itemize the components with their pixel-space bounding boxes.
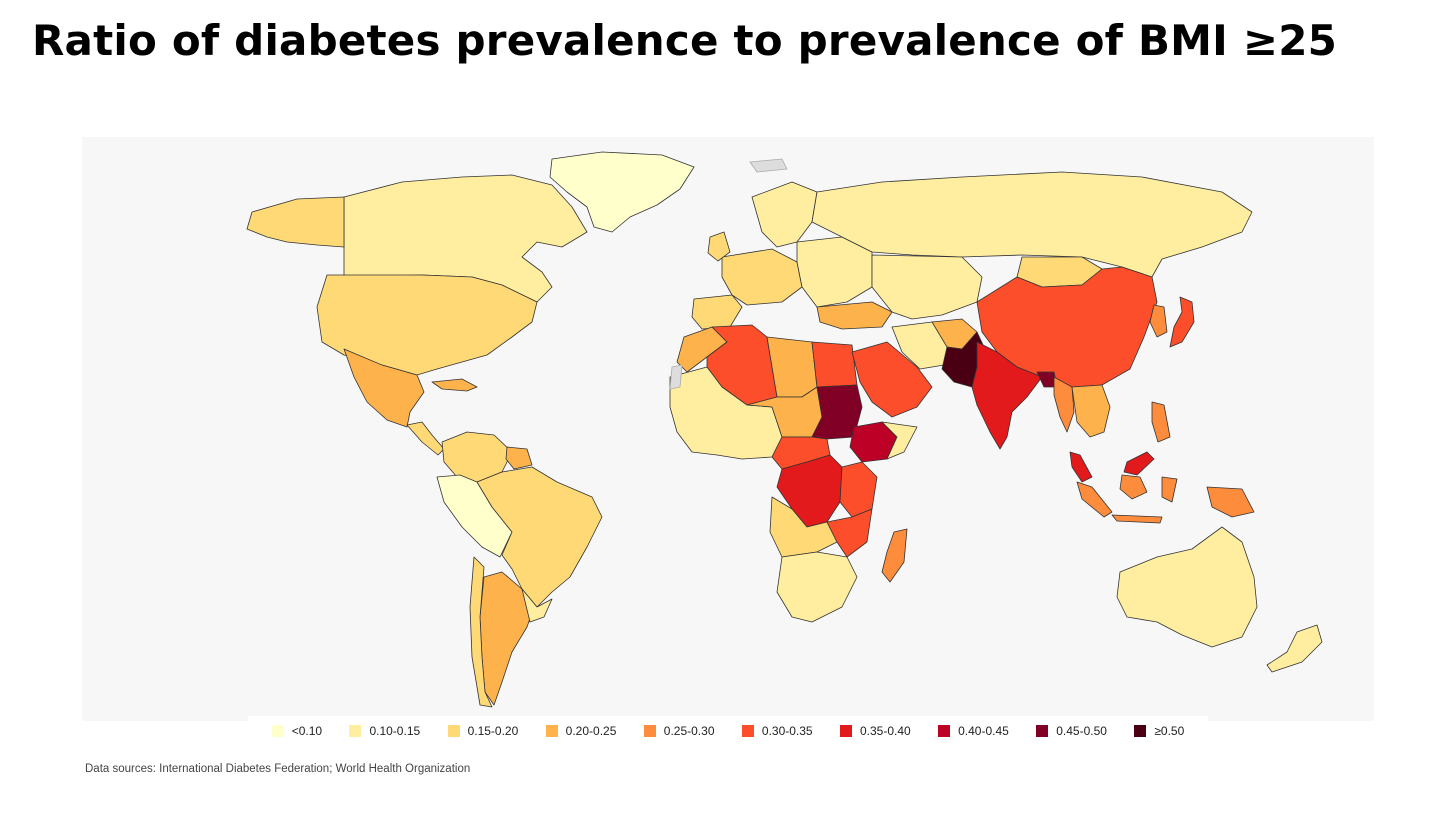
region-brazil (476, 466, 603, 608)
region-usa (316, 274, 538, 376)
region-southern-africa (776, 551, 858, 623)
legend-item: <0.10 (271, 724, 323, 738)
region-madagascar (881, 528, 908, 583)
region-png (1206, 486, 1255, 518)
region-russia (811, 171, 1253, 278)
legend: <0.10 0.10-0.15 0.15-0.20 0.20-0.25 0.25… (248, 716, 1208, 746)
legend-swatch (1134, 725, 1147, 737)
region-mozambique (826, 508, 873, 558)
legend-item: ≥0.50 (1134, 724, 1184, 738)
legend-swatch (447, 725, 460, 737)
region-indonesia-borneo (1119, 474, 1148, 500)
region-japan (1169, 296, 1195, 348)
region-uruguay-paraguay (521, 588, 553, 623)
region-philippines (1151, 401, 1171, 443)
legend-swatch (1036, 725, 1049, 737)
legend-swatch (545, 725, 558, 737)
region-sudan (811, 384, 863, 440)
legend-item: 0.45-0.50 (1036, 724, 1107, 738)
region-tanzania (839, 461, 878, 518)
legend-swatch (643, 725, 656, 737)
world-map (246, 151, 1323, 708)
region-scandinavia (751, 181, 818, 248)
region-central-asia (871, 254, 983, 320)
legend-item: 0.20-0.25 (545, 724, 617, 738)
legend-label: 0.35-0.40 (860, 724, 911, 738)
region-western-europe (721, 248, 803, 306)
region-malaysia-borneo (1123, 451, 1155, 476)
region-guyana (505, 446, 533, 470)
region-uk (707, 231, 731, 262)
region-se-asia (1071, 384, 1111, 438)
legend-item: 0.30-0.35 (741, 724, 813, 738)
legend-label: <0.10 (291, 724, 323, 738)
legend-label: 0.25-0.30 (663, 724, 715, 738)
region-central-america (406, 421, 445, 456)
data-source-note: Data sources: International Diabetes Fed… (85, 763, 471, 775)
region-eastern-europe (796, 236, 873, 308)
legend-label: 0.40-0.45 (958, 724, 1009, 738)
region-indonesia-java (1111, 514, 1163, 524)
legend-label: 0.45-0.50 (1056, 724, 1107, 738)
region-korea (1149, 304, 1168, 338)
legend-swatch (741, 725, 754, 737)
region-no-data-arctic (749, 158, 788, 173)
legend-label: 0.30-0.35 (761, 724, 813, 738)
map-panel (82, 137, 1374, 721)
legend-item: 0.15-0.20 (447, 724, 519, 738)
region-turkey (816, 301, 893, 330)
legend-item: 0.35-0.40 (840, 724, 911, 738)
region-new-zealand (1266, 624, 1323, 673)
legend-label: 0.10-0.15 (369, 724, 421, 738)
region-greenland (549, 151, 695, 233)
region-australia (1116, 526, 1258, 648)
legend-item: 0.25-0.30 (643, 724, 715, 738)
legend-label: 0.20-0.25 (565, 724, 617, 738)
legend-swatch (271, 725, 284, 737)
region-india (971, 341, 1043, 450)
region-mexico (343, 348, 425, 428)
region-horn (881, 421, 918, 460)
legend-swatch (938, 725, 951, 737)
region-malaysia (1069, 451, 1093, 483)
region-egypt (811, 341, 858, 388)
legend-swatch (349, 725, 362, 737)
region-alaska (246, 196, 345, 248)
legend-swatch (840, 725, 852, 737)
region-no-data-sahara (669, 364, 683, 390)
region-iberia (691, 294, 743, 330)
map-title: Ratio of diabetes prevalence to prevalen… (32, 16, 1338, 65)
region-drc (776, 454, 843, 528)
legend-label: ≥0.50 (1154, 724, 1185, 738)
legend-item: 0.40-0.45 (938, 724, 1009, 738)
region-chile (469, 556, 493, 708)
region-arabia (851, 341, 933, 418)
legend-item: 0.10-0.15 (349, 724, 420, 738)
region-caribbean (431, 378, 478, 392)
region-indonesia-east (1161, 476, 1178, 503)
region-indonesia-sumatra (1076, 481, 1113, 518)
legend-label: 0.15-0.20 (467, 724, 519, 738)
region-peru-bolivia (436, 474, 513, 558)
